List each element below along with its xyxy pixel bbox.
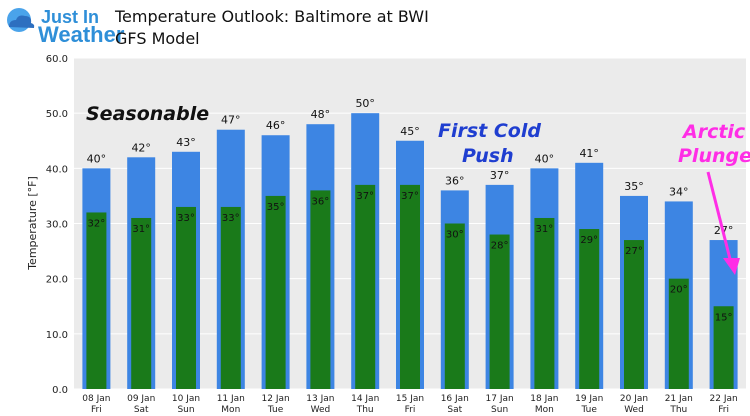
x-tick-date: 17 Jan	[486, 394, 514, 404]
annotation-seasonable: Seasonable	[86, 103, 209, 125]
x-tick-date: 21 Jan	[665, 394, 693, 404]
chart-subtitle: GFS Model	[115, 29, 200, 48]
y-tick-label: 30.0	[46, 220, 68, 231]
arctic-arrow	[706, 171, 740, 275]
x-tick-date: 08 Jan	[82, 394, 110, 404]
bar-low	[400, 184, 420, 389]
x-tick-date: 14 Jan	[351, 394, 379, 404]
bar-low	[220, 206, 241, 389]
high-value-label: 50°	[355, 97, 375, 110]
high-value-label: 41°	[579, 147, 599, 160]
low-value-label: 33°	[177, 213, 195, 224]
y-tick-label: 20.0	[46, 275, 68, 286]
bar-low	[534, 217, 555, 389]
x-tick-date: 22 Jan	[710, 394, 738, 404]
x-tick-day: Tue	[267, 405, 284, 415]
x-tick-day: Thu	[669, 405, 687, 415]
bar-low	[624, 240, 644, 389]
low-value-label: 27°	[625, 246, 643, 257]
x-tick-date: 20 Jan	[620, 394, 648, 404]
bar-low	[355, 184, 376, 389]
bar-low	[444, 223, 465, 389]
x-tick-day: Mon	[535, 405, 554, 415]
high-value-label: 35°	[624, 180, 644, 193]
bar-low	[489, 234, 510, 389]
bar-low	[131, 217, 152, 389]
x-tick-day: Wed	[311, 405, 331, 415]
y-tick-label: 10.0	[46, 330, 68, 341]
chart-title: Temperature Outlook: Baltimore at BWI	[114, 7, 429, 26]
high-value-label: 48°	[311, 108, 331, 121]
high-value-label: 40°	[87, 152, 107, 165]
logo-line2: Weather	[38, 22, 125, 47]
x-tick-date: 10 Jan	[172, 394, 200, 404]
x-tick-date: 12 Jan	[262, 394, 290, 404]
high-value-label: 43°	[176, 136, 196, 149]
x-tick-date: 13 Jan	[306, 394, 334, 404]
x-tick-day: Wed	[624, 405, 644, 415]
y-tick-label: 40.0	[46, 164, 68, 175]
high-value-label: 47°	[221, 114, 241, 127]
low-value-label: 30°	[446, 230, 464, 241]
x-tick-day: Tue	[581, 405, 598, 415]
bar-low	[668, 278, 689, 389]
x-tick-day: Sun	[491, 405, 508, 415]
x-tick-date: 18 Jan	[530, 394, 558, 404]
bar-low	[86, 212, 107, 389]
low-value-label: 37°	[401, 191, 419, 202]
logo: Just In Weather	[7, 7, 125, 47]
low-value-label: 32°	[88, 218, 106, 229]
y-axis-ticks: 0.0 10.0 20.0 30.0 40.0 50.0 60.0	[46, 54, 68, 396]
x-tick-day: Fri	[91, 405, 102, 415]
y-tick-label: 60.0	[46, 54, 68, 65]
annotation-plunge: Plunge	[678, 145, 750, 167]
x-tick-day: Sun	[177, 405, 194, 415]
annotation-first-cold: First Cold	[438, 120, 541, 142]
low-value-label: 28°	[491, 241, 509, 252]
bars: 40° 32° 42° 31° 43° 33° 47° 33° 46° 35° 48° 36° 50° 3…	[82, 97, 738, 390]
low-value-label: 31°	[536, 224, 554, 235]
high-value-label: 40°	[535, 152, 555, 165]
high-value-label: 34°	[669, 185, 689, 198]
bar-low	[713, 306, 734, 389]
high-value-label: 46°	[266, 119, 286, 132]
low-value-label: 29°	[580, 235, 598, 246]
bar-low	[310, 190, 331, 389]
low-value-label: 36°	[312, 196, 330, 207]
low-value-label: 15°	[715, 312, 733, 323]
low-value-label: 35°	[267, 202, 285, 213]
x-tick-day: Sat	[134, 405, 149, 415]
low-value-label: 20°	[670, 285, 688, 296]
y-tick-label: 50.0	[46, 109, 68, 120]
low-value-label: 31°	[132, 224, 150, 235]
low-value-label: 37°	[356, 191, 374, 202]
x-tick-date: 19 Jan	[575, 394, 603, 404]
low-value-label: 33°	[222, 213, 240, 224]
high-value-label: 45°	[400, 125, 420, 138]
x-tick-day: Sat	[447, 405, 462, 415]
x-tick-date: 16 Jan	[441, 394, 469, 404]
high-value-label: 36°	[445, 174, 465, 187]
bar-low	[265, 195, 286, 389]
high-value-label: 42°	[131, 141, 151, 154]
x-tick-day: Fri	[718, 405, 729, 415]
x-tick-day: Thu	[356, 405, 374, 415]
bar-low	[176, 206, 196, 389]
x-tick-date: 11 Jan	[217, 394, 245, 404]
logo-cloud-icon	[9, 15, 35, 28]
logo-line1: Just In	[41, 7, 99, 27]
y-axis-label: Temperature [°F]	[26, 176, 39, 271]
x-tick-day: Fri	[405, 405, 416, 415]
x-tick-date: 09 Jan	[127, 394, 155, 404]
annotation-arctic: Arctic	[681, 121, 746, 143]
bar-low	[579, 229, 600, 389]
y-tick-label: 0.0	[52, 385, 68, 396]
x-tick-date: 15 Jan	[396, 394, 424, 404]
x-tick-day: Mon	[221, 405, 240, 415]
high-value-label: 37°	[490, 169, 510, 182]
annotation-push: Push	[462, 145, 514, 167]
